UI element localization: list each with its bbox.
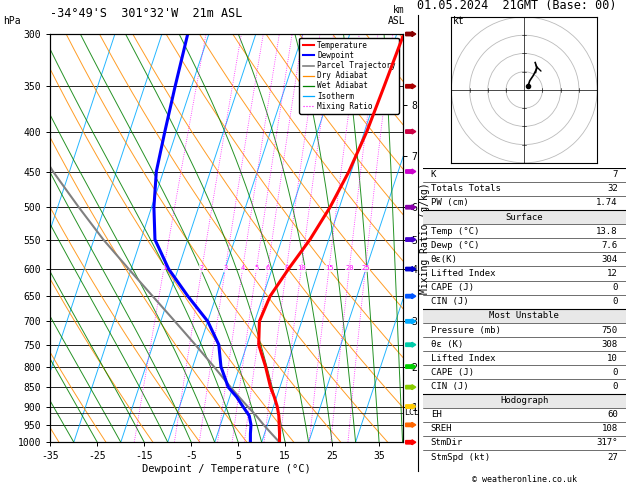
Text: 20: 20 [345,265,353,272]
Text: 317°: 317° [596,438,618,448]
Text: 1: 1 [162,265,166,272]
Text: 12: 12 [607,269,618,278]
Text: © weatheronline.co.uk: © weatheronline.co.uk [472,474,577,484]
Text: hPa: hPa [3,16,21,26]
Text: 6: 6 [266,265,270,272]
Text: 7: 7 [613,170,618,179]
Text: StmDir: StmDir [431,438,463,448]
Text: EH: EH [431,410,442,419]
Text: 8: 8 [284,265,289,272]
Bar [423,309,626,323]
Text: km
ASL: km ASL [387,5,405,26]
Text: -34°49'S  301°32'W  21m ASL: -34°49'S 301°32'W 21m ASL [50,7,243,20]
Text: LCL: LCL [404,408,420,417]
Y-axis label: Mixing Ratio (g/kg): Mixing Ratio (g/kg) [420,182,430,294]
Text: Dewp (°C): Dewp (°C) [431,241,479,250]
Text: 25: 25 [361,265,370,272]
Text: 60: 60 [607,410,618,419]
Text: StmSpd (kt): StmSpd (kt) [431,452,490,462]
Text: Pressure (mb): Pressure (mb) [431,326,501,334]
Text: Hodograph: Hodograph [500,396,548,405]
Text: 0: 0 [613,283,618,292]
Text: θε(K): θε(K) [431,255,458,264]
Text: CAPE (J): CAPE (J) [431,283,474,292]
Text: 304: 304 [601,255,618,264]
Text: 27: 27 [607,452,618,462]
Text: 0: 0 [613,368,618,377]
Text: 10: 10 [297,265,306,272]
Text: 5: 5 [254,265,259,272]
Text: 7.6: 7.6 [601,241,618,250]
Text: CIN (J): CIN (J) [431,297,469,306]
Text: Lifted Index: Lifted Index [431,269,495,278]
Bar [423,394,626,408]
Text: kt: kt [453,17,465,26]
Text: θε (K): θε (K) [431,340,463,348]
Text: 13.8: 13.8 [596,226,618,236]
Text: PW (cm): PW (cm) [431,198,469,208]
Text: 2: 2 [200,265,204,272]
Text: 0: 0 [613,382,618,391]
Text: CAPE (J): CAPE (J) [431,368,474,377]
Text: 15: 15 [325,265,333,272]
Text: 1.74: 1.74 [596,198,618,208]
Text: Surface: Surface [506,212,543,222]
Text: Lifted Index: Lifted Index [431,354,495,363]
Text: 3: 3 [223,265,228,272]
Text: Totals Totals: Totals Totals [431,184,501,193]
Legend: Temperature, Dewpoint, Parcel Trajectory, Dry Adiabat, Wet Adiabat, Isotherm, Mi: Temperature, Dewpoint, Parcel Trajectory… [299,38,399,114]
Text: 4: 4 [240,265,245,272]
Text: 01.05.2024  21GMT (Base: 00): 01.05.2024 21GMT (Base: 00) [417,0,616,12]
Text: 750: 750 [601,326,618,334]
Text: CIN (J): CIN (J) [431,382,469,391]
Text: 10: 10 [607,354,618,363]
Text: Most Unstable: Most Unstable [489,312,559,320]
Text: Temp (°C): Temp (°C) [431,226,479,236]
Text: 32: 32 [607,184,618,193]
Text: SREH: SREH [431,424,452,434]
Text: 0: 0 [613,297,618,306]
Text: 108: 108 [601,424,618,434]
X-axis label: Dewpoint / Temperature (°C): Dewpoint / Temperature (°C) [142,464,311,474]
Text: 308: 308 [601,340,618,348]
Text: K: K [431,170,436,179]
Bar [423,210,626,224]
